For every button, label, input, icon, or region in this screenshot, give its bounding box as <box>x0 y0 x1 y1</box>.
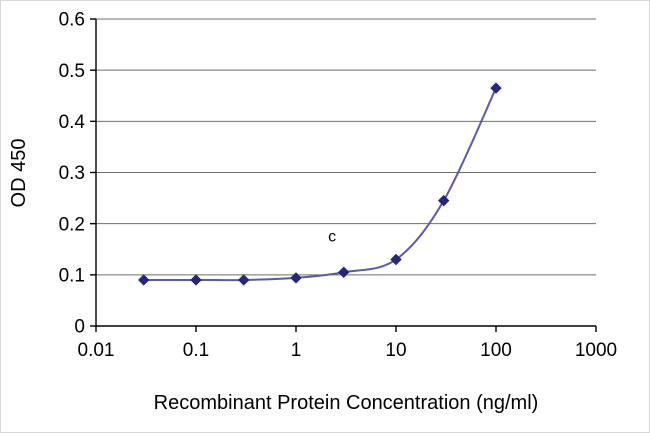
y-tick-label: 0.4 <box>59 112 86 133</box>
data-point-marker <box>438 194 450 207</box>
x-axis-title: Recombinant Protein Concentration (ng/ml… <box>154 392 539 414</box>
y-tick-label: 0.3 <box>59 163 85 184</box>
gridlines <box>96 18 596 276</box>
data-series <box>138 82 502 286</box>
x-tick-label: 1000 <box>575 340 617 361</box>
data-point-marker <box>338 266 350 278</box>
annotation-text: c <box>328 229 336 246</box>
y-axis-title: OD 450 <box>8 139 30 208</box>
y-tick-label: 0 <box>74 317 85 338</box>
data-point-marker <box>490 82 502 94</box>
y-tick-label: 0.6 <box>59 10 85 31</box>
data-point-marker <box>138 274 150 286</box>
y-tick-label: 0.1 <box>59 265 85 286</box>
data-point-marker <box>190 274 202 286</box>
y-tick-label: 0.2 <box>59 214 85 235</box>
data-point-marker <box>238 274 250 286</box>
x-tick-label: 100 <box>480 340 512 361</box>
x-tick-label: 10 <box>385 340 406 361</box>
data-point-marker <box>290 272 302 284</box>
annotations: c <box>328 229 336 246</box>
data-point-marker <box>390 253 402 266</box>
tick-marks-and-labels: 0 0.1 0.2 0.3 0.4 0.5 0.6 0.01 0.1 1 10 100 1000 <box>59 10 618 361</box>
x-tick-label: 0.01 <box>78 340 115 361</box>
x-tick-label: 1 <box>291 340 302 361</box>
y-tick-label: 0.5 <box>59 61 85 82</box>
x-tick-label: 0.1 <box>183 340 209 361</box>
series-line <box>142 87 497 282</box>
